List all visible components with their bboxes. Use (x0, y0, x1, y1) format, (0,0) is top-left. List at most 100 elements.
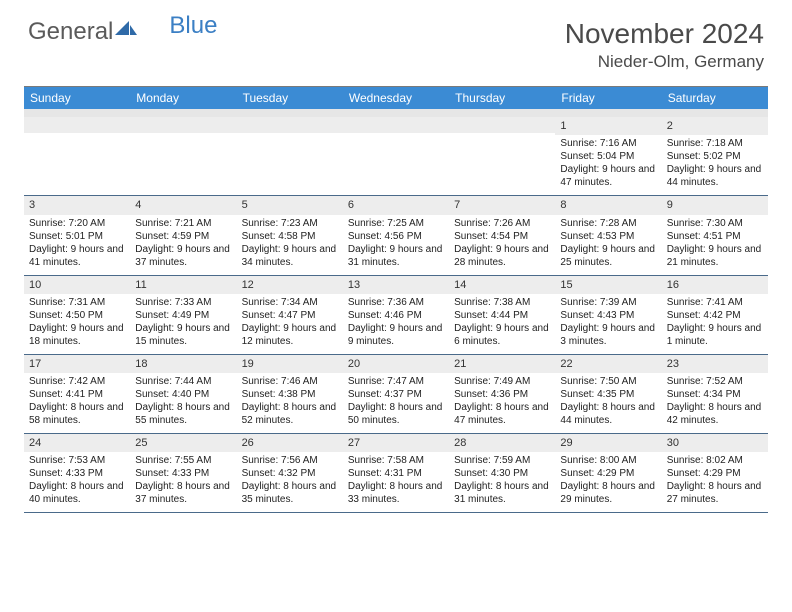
daylight-text: Daylight: 8 hours and 47 minutes. (454, 401, 550, 427)
day-number: 17 (24, 355, 130, 373)
daylight-text: Daylight: 9 hours and 3 minutes. (560, 322, 656, 348)
cell-body (130, 133, 236, 185)
cell-body: Sunrise: 7:41 AMSunset: 4:42 PMDaylight:… (662, 294, 768, 354)
daylight-text: Daylight: 9 hours and 44 minutes. (667, 163, 763, 189)
brand-logo: General Blue (28, 18, 217, 46)
cell-body: Sunrise: 7:42 AMSunset: 4:41 PMDaylight:… (24, 373, 130, 433)
sunrise-text: Sunrise: 7:42 AM (29, 375, 125, 388)
week-row: 3Sunrise: 7:20 AMSunset: 5:01 PMDaylight… (24, 196, 768, 275)
calendar-cell: 12Sunrise: 7:34 AMSunset: 4:47 PMDayligh… (237, 276, 343, 354)
day-header-cell: Monday (130, 87, 236, 109)
cell-body: Sunrise: 7:34 AMSunset: 4:47 PMDaylight:… (237, 294, 343, 354)
day-number: 10 (24, 276, 130, 294)
day-header-cell: Sunday (24, 87, 130, 109)
sunrise-text: Sunrise: 7:18 AM (667, 137, 763, 150)
day-number: 14 (449, 276, 555, 294)
cell-body (237, 133, 343, 185)
calendar-cell: 2Sunrise: 7:18 AMSunset: 5:02 PMDaylight… (662, 117, 768, 195)
cell-body: Sunrise: 7:28 AMSunset: 4:53 PMDaylight:… (555, 215, 661, 275)
calendar-cell: 11Sunrise: 7:33 AMSunset: 4:49 PMDayligh… (130, 276, 236, 354)
calendar-cell: 3Sunrise: 7:20 AMSunset: 5:01 PMDaylight… (24, 196, 130, 274)
location-label: Nieder-Olm, Germany (565, 52, 764, 72)
cell-body: Sunrise: 7:25 AMSunset: 4:56 PMDaylight:… (343, 215, 449, 275)
sunset-text: Sunset: 5:04 PM (560, 150, 656, 163)
day-number: 1 (555, 117, 661, 135)
sunrise-text: Sunrise: 7:31 AM (29, 296, 125, 309)
cell-body: Sunrise: 7:26 AMSunset: 4:54 PMDaylight:… (449, 215, 555, 275)
cell-body: Sunrise: 7:55 AMSunset: 4:33 PMDaylight:… (130, 452, 236, 512)
daylight-text: Daylight: 9 hours and 31 minutes. (348, 243, 444, 269)
sunset-text: Sunset: 4:34 PM (667, 388, 763, 401)
day-number: 12 (237, 276, 343, 294)
day-header-cell: Wednesday (343, 87, 449, 109)
cell-body: Sunrise: 7:49 AMSunset: 4:36 PMDaylight:… (449, 373, 555, 433)
calendar-cell: 15Sunrise: 7:39 AMSunset: 4:43 PMDayligh… (555, 276, 661, 354)
calendar-cell: 20Sunrise: 7:47 AMSunset: 4:37 PMDayligh… (343, 355, 449, 433)
sunrise-text: Sunrise: 7:47 AM (348, 375, 444, 388)
day-number: 7 (449, 196, 555, 214)
sunset-text: Sunset: 4:49 PM (135, 309, 231, 322)
sunset-text: Sunset: 4:30 PM (454, 467, 550, 480)
sunset-text: Sunset: 4:54 PM (454, 230, 550, 243)
calendar-cell: 17Sunrise: 7:42 AMSunset: 4:41 PMDayligh… (24, 355, 130, 433)
sunrise-text: Sunrise: 7:30 AM (667, 217, 763, 230)
daylight-text: Daylight: 9 hours and 37 minutes. (135, 243, 231, 269)
month-title: November 2024 (565, 18, 764, 50)
daylight-text: Daylight: 9 hours and 1 minute. (667, 322, 763, 348)
sunrise-text: Sunrise: 7:23 AM (242, 217, 338, 230)
sunrise-text: Sunrise: 7:41 AM (667, 296, 763, 309)
daylight-text: Daylight: 8 hours and 42 minutes. (667, 401, 763, 427)
day-header-cell: Thursday (449, 87, 555, 109)
weeks-container: 1Sunrise: 7:16 AMSunset: 5:04 PMDaylight… (24, 117, 768, 513)
cell-body: Sunrise: 7:47 AMSunset: 4:37 PMDaylight:… (343, 373, 449, 433)
calendar-cell: 21Sunrise: 7:49 AMSunset: 4:36 PMDayligh… (449, 355, 555, 433)
week-row: 1Sunrise: 7:16 AMSunset: 5:04 PMDaylight… (24, 117, 768, 196)
sunset-text: Sunset: 4:36 PM (454, 388, 550, 401)
sail-icon (115, 18, 137, 46)
cell-body: Sunrise: 7:53 AMSunset: 4:33 PMDaylight:… (24, 452, 130, 512)
day-number: 2 (662, 117, 768, 135)
calendar: SundayMondayTuesdayWednesdayThursdayFrid… (24, 86, 768, 513)
calendar-cell: 18Sunrise: 7:44 AMSunset: 4:40 PMDayligh… (130, 355, 236, 433)
sunrise-text: Sunrise: 7:38 AM (454, 296, 550, 309)
daylight-text: Daylight: 8 hours and 52 minutes. (242, 401, 338, 427)
header: General Blue November 2024 Nieder-Olm, G… (0, 0, 792, 80)
daylight-text: Daylight: 9 hours and 6 minutes. (454, 322, 550, 348)
cell-body (449, 133, 555, 185)
daylight-text: Daylight: 8 hours and 29 minutes. (560, 480, 656, 506)
calendar-cell: 4Sunrise: 7:21 AMSunset: 4:59 PMDaylight… (130, 196, 236, 274)
daylight-text: Daylight: 9 hours and 47 minutes. (560, 163, 656, 189)
sunrise-text: Sunrise: 7:16 AM (560, 137, 656, 150)
calendar-cell: 26Sunrise: 7:56 AMSunset: 4:32 PMDayligh… (237, 434, 343, 512)
daylight-text: Daylight: 8 hours and 58 minutes. (29, 401, 125, 427)
calendar-cell: 23Sunrise: 7:52 AMSunset: 4:34 PMDayligh… (662, 355, 768, 433)
week-row: 17Sunrise: 7:42 AMSunset: 4:41 PMDayligh… (24, 355, 768, 434)
day-number: 18 (130, 355, 236, 373)
daylight-text: Daylight: 9 hours and 25 minutes. (560, 243, 656, 269)
daylight-text: Daylight: 9 hours and 9 minutes. (348, 322, 444, 348)
day-number: 9 (662, 196, 768, 214)
calendar-cell: 14Sunrise: 7:38 AMSunset: 4:44 PMDayligh… (449, 276, 555, 354)
cell-body: Sunrise: 7:59 AMSunset: 4:30 PMDaylight:… (449, 452, 555, 512)
sunset-text: Sunset: 4:35 PM (560, 388, 656, 401)
sunrise-text: Sunrise: 7:21 AM (135, 217, 231, 230)
sunset-text: Sunset: 4:51 PM (667, 230, 763, 243)
calendar-cell: 28Sunrise: 7:59 AMSunset: 4:30 PMDayligh… (449, 434, 555, 512)
sunset-text: Sunset: 4:32 PM (242, 467, 338, 480)
calendar-cell: 22Sunrise: 7:50 AMSunset: 4:35 PMDayligh… (555, 355, 661, 433)
calendar-cell: 19Sunrise: 7:46 AMSunset: 4:38 PMDayligh… (237, 355, 343, 433)
day-number: 25 (130, 434, 236, 452)
sunset-text: Sunset: 5:01 PM (29, 230, 125, 243)
daylight-text: Daylight: 9 hours and 15 minutes. (135, 322, 231, 348)
calendar-cell: 9Sunrise: 7:30 AMSunset: 4:51 PMDaylight… (662, 196, 768, 274)
sunrise-text: Sunrise: 7:46 AM (242, 375, 338, 388)
sunset-text: Sunset: 4:33 PM (29, 467, 125, 480)
calendar-cell: 30Sunrise: 8:02 AMSunset: 4:29 PMDayligh… (662, 434, 768, 512)
cell-body: Sunrise: 7:31 AMSunset: 4:50 PMDaylight:… (24, 294, 130, 354)
spacer-row (24, 109, 768, 117)
sunset-text: Sunset: 4:59 PM (135, 230, 231, 243)
calendar-cell: 25Sunrise: 7:55 AMSunset: 4:33 PMDayligh… (130, 434, 236, 512)
calendar-cell: 5Sunrise: 7:23 AMSunset: 4:58 PMDaylight… (237, 196, 343, 274)
day-number: 19 (237, 355, 343, 373)
daylight-text: Daylight: 9 hours and 34 minutes. (242, 243, 338, 269)
